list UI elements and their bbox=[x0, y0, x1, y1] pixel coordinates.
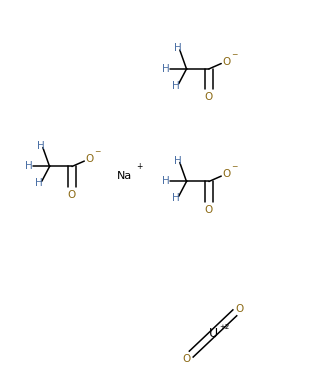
Text: +2: +2 bbox=[219, 324, 230, 330]
Text: H: H bbox=[35, 178, 43, 188]
Text: −: − bbox=[94, 147, 100, 156]
Text: H: H bbox=[174, 43, 182, 53]
Text: O: O bbox=[223, 57, 231, 67]
Text: H: H bbox=[25, 161, 33, 172]
Text: H: H bbox=[162, 64, 170, 74]
Text: O: O bbox=[183, 353, 191, 364]
Text: O: O bbox=[223, 169, 231, 179]
Text: O: O bbox=[86, 154, 94, 164]
Text: H: H bbox=[172, 81, 180, 91]
Text: O: O bbox=[205, 93, 213, 102]
Text: −: − bbox=[231, 50, 238, 59]
Text: +: + bbox=[136, 163, 143, 171]
Text: H: H bbox=[172, 193, 180, 203]
Text: −: − bbox=[231, 163, 238, 172]
Text: O: O bbox=[205, 205, 213, 215]
Text: U: U bbox=[208, 327, 218, 340]
Text: O: O bbox=[235, 304, 243, 314]
Text: O: O bbox=[68, 190, 76, 200]
Text: Na: Na bbox=[117, 171, 132, 181]
Text: H: H bbox=[37, 141, 45, 151]
Text: H: H bbox=[174, 156, 182, 166]
Text: H: H bbox=[162, 177, 170, 186]
